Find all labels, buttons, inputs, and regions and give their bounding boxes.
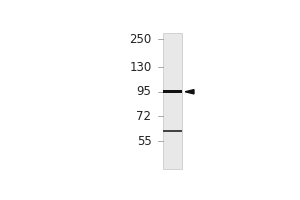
Text: 55: 55 bbox=[137, 135, 152, 148]
Polygon shape bbox=[185, 90, 194, 94]
Text: 95: 95 bbox=[136, 85, 152, 98]
Bar bbox=[163, 130, 182, 132]
Text: 130: 130 bbox=[129, 61, 152, 74]
Text: 72: 72 bbox=[136, 110, 152, 123]
Bar bbox=[163, 90, 182, 93]
Text: 250: 250 bbox=[129, 33, 152, 46]
FancyBboxPatch shape bbox=[163, 33, 182, 169]
